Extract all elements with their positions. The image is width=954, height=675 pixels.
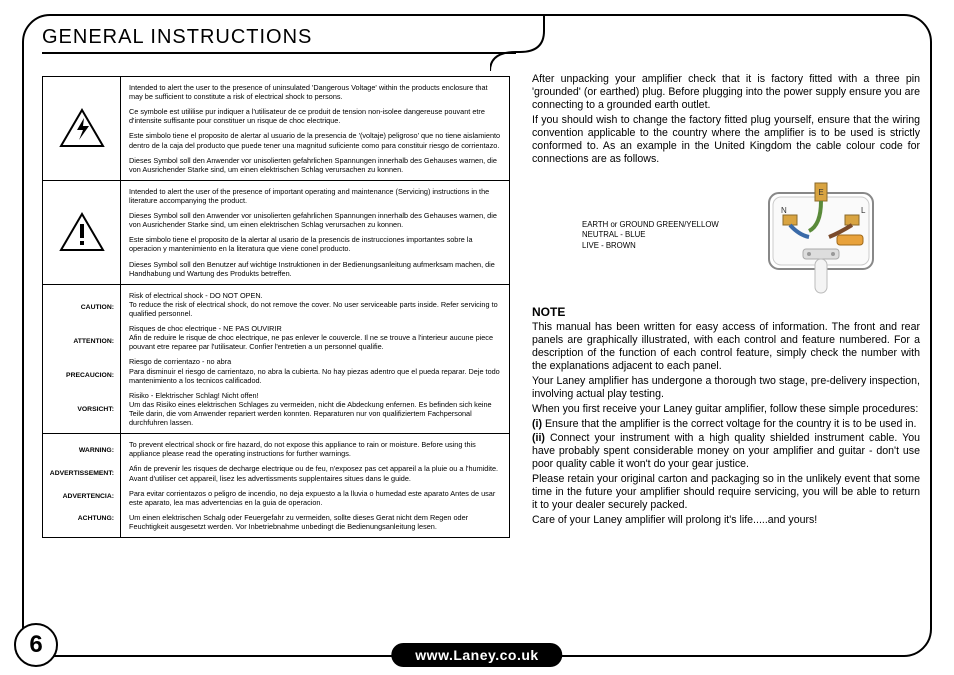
note-p7-num: (ii) bbox=[532, 432, 545, 444]
warning-labels: WARNING: ADVERTISSEMENT: ADVERTENCIA: AC… bbox=[43, 434, 121, 537]
svg-text:N: N bbox=[781, 206, 787, 215]
caution-es: Riesgo de corrientazo - no abra Para dis… bbox=[129, 357, 501, 384]
warning-label-de: ACHTUNG: bbox=[49, 515, 114, 523]
note-p6: (i) Ensure that the amplifier is the cor… bbox=[532, 418, 920, 431]
note-heading: NOTE bbox=[532, 305, 920, 320]
warning-label-fr: ADVERTISSEMENT: bbox=[49, 470, 114, 478]
plug-label-neutral: NEUTRAL - BLUE bbox=[582, 230, 719, 240]
page-number: 6 bbox=[29, 631, 42, 659]
uk-plug-icon: E N L bbox=[739, 175, 889, 295]
table-row-warning: WARNING: ADVERTISSEMENT: ADVERTENCIA: AC… bbox=[43, 434, 509, 537]
page: GENERAL INSTRUCTIONS Intended to alert t… bbox=[0, 0, 954, 675]
caution-label-es: PRECAUCION: bbox=[49, 372, 114, 380]
warning-fr: Afin de prevenir les risques de decharge… bbox=[129, 464, 501, 482]
serv-es: Este simbolo tiene el proposito de la al… bbox=[129, 235, 501, 253]
plug-label-live: LIVE - BROWN bbox=[582, 241, 719, 251]
page-number-badge: 6 bbox=[14, 623, 58, 667]
voltage-text: Intended to alert the user to the presen… bbox=[121, 77, 509, 180]
caution-en: Risk of electrical shock - DO NOT OPEN. … bbox=[129, 291, 501, 318]
voltage-fr: Ce symbole est utililise pur indiquer a … bbox=[129, 107, 501, 125]
danger-voltage-icon bbox=[43, 77, 121, 180]
url-text: www.Laney.co.uk bbox=[415, 647, 538, 663]
url-badge: www.Laney.co.uk bbox=[391, 643, 562, 667]
voltage-de: Dieses Symbol soll den Anwender vor unis… bbox=[129, 156, 501, 174]
plug-labels: EARTH or GROUND GREEN/YELLOW NEUTRAL - B… bbox=[582, 220, 719, 250]
warning-label-es: ADVERTENCIA: bbox=[49, 493, 114, 501]
plug-label-earth: EARTH or GROUND GREEN/YELLOW bbox=[582, 220, 719, 230]
intro-p1: After unpacking your amplifier check tha… bbox=[532, 73, 920, 112]
note-p5: When you first receive your Laney guitar… bbox=[532, 403, 920, 416]
caution-de: Risiko - Elektrischer Schlag! Nicht offe… bbox=[129, 391, 501, 427]
note-p6-num: (i) bbox=[532, 418, 542, 430]
serv-de1: Dieses Symbol soll den Anwender vor unis… bbox=[129, 211, 501, 229]
table-row-voltage: Intended to alert the user to the presen… bbox=[43, 77, 509, 181]
table-row-caution: CAUTION: ATTENTION: PRECAUCION: VORSICHT… bbox=[43, 285, 509, 434]
note-p7: (ii) Connect your instrument with a high… bbox=[532, 432, 920, 471]
note-p7-text: Connect your instrument with a high qual… bbox=[532, 432, 920, 470]
servicing-text: Intended to alert the user of the presen… bbox=[121, 181, 509, 284]
caution-label-fr: ATTENTION: bbox=[49, 338, 114, 346]
svg-text:L: L bbox=[861, 206, 866, 215]
caution-labels: CAUTION: ATTENTION: PRECAUCION: VORSICHT… bbox=[43, 285, 121, 433]
warning-label-en: WARNING: bbox=[49, 447, 114, 455]
table-row-servicing: Intended to alert the user of the presen… bbox=[43, 181, 509, 285]
caution-fr: Risques de choc electrique - NE PAS OUVI… bbox=[129, 324, 501, 351]
title-underline bbox=[42, 52, 516, 54]
servicing-icon bbox=[43, 181, 121, 284]
svg-text:E: E bbox=[818, 188, 823, 197]
title-curve bbox=[490, 15, 546, 71]
note-p6-text: Ensure that the amplifier is the correct… bbox=[542, 418, 917, 430]
warning-text: To prevent electrical shock or fire haza… bbox=[121, 434, 509, 537]
caution-text: Risk of electrical shock - DO NOT OPEN. … bbox=[121, 285, 509, 433]
intro-p2: If you should wish to change the factory… bbox=[532, 114, 920, 166]
note-p4: Your Laney amplifier has undergone a tho… bbox=[532, 375, 920, 401]
serv-en: Intended to alert the user of the presen… bbox=[129, 187, 501, 205]
note-p8: Please retain your original carton and p… bbox=[532, 473, 920, 512]
page-title: GENERAL INSTRUCTIONS bbox=[42, 26, 312, 49]
right-column: After unpacking your amplifier check tha… bbox=[532, 73, 920, 529]
warning-en: To prevent electrical shock or fire haza… bbox=[129, 440, 501, 458]
note-p3: This manual has been written for easy ac… bbox=[532, 321, 920, 373]
voltage-en: Intended to alert the user to the presen… bbox=[129, 83, 501, 101]
warning-es: Para evitar corrientazos o peligro de in… bbox=[129, 489, 501, 507]
caution-label-de: VORSICHT: bbox=[49, 406, 114, 414]
serv-de2: Dieses Symbol soll den Benutzer auf wich… bbox=[129, 260, 501, 278]
caution-label-en: CAUTION: bbox=[49, 304, 114, 312]
plug-block: EARTH or GROUND GREEN/YELLOW NEUTRAL - B… bbox=[532, 175, 920, 295]
warning-de: Um einen elektrischen Schalg oder Feuerg… bbox=[129, 513, 501, 531]
note-p9: Care of your Laney amplifier will prolon… bbox=[532, 514, 920, 527]
voltage-es: Este simbolo tiene el proposito de alert… bbox=[129, 131, 501, 149]
warning-table: Intended to alert the user to the presen… bbox=[42, 76, 510, 538]
